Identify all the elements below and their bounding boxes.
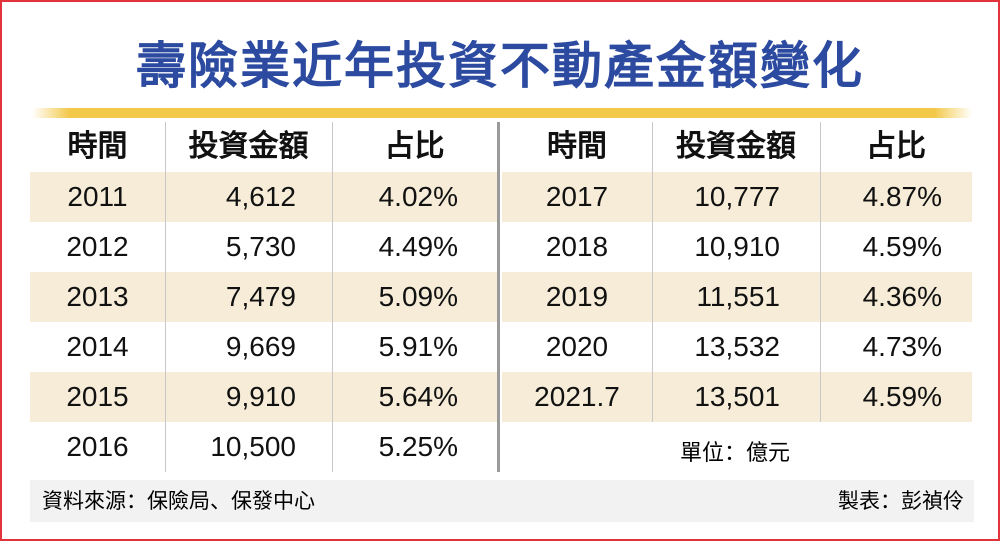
amount-cell: 10,777 (694, 181, 780, 212)
percent-cell: 4.36% (862, 281, 942, 312)
year-cell: 2011 (67, 181, 128, 212)
percent-cell: 4.73% (862, 331, 942, 362)
row-band (30, 172, 500, 222)
amount-cell: 13,501 (694, 381, 780, 412)
credit-note: 製表：彭禎伶 (838, 489, 964, 513)
chart-title: 壽險業近年投資不動產金額變化 (136, 38, 864, 94)
amount-cell: 4,612 (225, 181, 296, 212)
column-header: 時間 (67, 130, 128, 163)
year-cell: 2015 (66, 381, 129, 412)
amount-cell: 10,500 (210, 431, 296, 462)
percent-cell: 5.25% (378, 431, 458, 462)
row-band (502, 272, 972, 322)
half-divider (497, 122, 500, 472)
column-header: 投資金額 (676, 130, 796, 163)
title-underline (32, 108, 972, 118)
year-cell: 2012 (66, 231, 129, 262)
footer-bar (30, 480, 974, 522)
amount-cell: 5,730 (225, 231, 296, 262)
year-cell: 2021.7 (534, 381, 620, 412)
column-line (165, 122, 166, 472)
column-header: 占比 (384, 130, 445, 163)
percent-cell: 4.02% (378, 181, 458, 212)
row-band (502, 372, 972, 422)
year-cell: 2016 (66, 431, 129, 462)
percent-cell: 5.91% (378, 331, 458, 362)
percent-cell: 4.59% (862, 381, 942, 412)
percent-cell: 4.87% (862, 181, 942, 212)
year-cell: 2020 (545, 331, 609, 362)
row-band (30, 272, 500, 322)
amount-cell: 13,532 (694, 331, 780, 362)
amount-cell: 11,551 (696, 281, 780, 312)
amount-cell: 9,669 (225, 331, 296, 362)
year-cell: 2017 (545, 181, 609, 212)
column-header: 時間 (547, 130, 607, 163)
year-cell: 2014 (66, 331, 129, 362)
column-header: 占比 (866, 130, 926, 163)
year-cell: 2013 (66, 281, 129, 312)
column-line (652, 122, 653, 422)
column-header: 投資金額 (188, 130, 309, 163)
amount-cell: 10,910 (694, 231, 780, 262)
year-cell: 2018 (545, 231, 609, 262)
column-line (820, 122, 821, 422)
year-cell: 2019 (545, 281, 609, 312)
amount-cell: 7,479 (225, 281, 296, 312)
percent-cell: 4.59% (862, 231, 942, 262)
row-band (502, 172, 972, 222)
percent-cell: 5.64% (378, 381, 458, 412)
percent-cell: 5.09% (378, 281, 458, 312)
amount-cell: 9,910 (225, 381, 296, 412)
source-note: 資料來源：保險局、保發中心 (42, 489, 315, 513)
column-line (332, 122, 333, 472)
percent-cell: 4.49% (378, 231, 458, 262)
unit-label: 單位：億元 (679, 440, 790, 465)
row-band (30, 372, 500, 422)
